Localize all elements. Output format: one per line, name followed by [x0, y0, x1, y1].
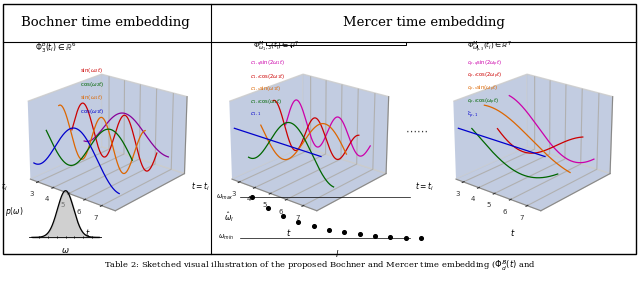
Point — [339, 230, 349, 235]
Text: $p(\omega)$: $p(\omega)$ — [5, 205, 24, 218]
Text: $\hat{c}_{p,1}$: $\hat{c}_{p,1}$ — [467, 109, 479, 120]
Text: $c_{1,t}\cos(\omega_1 t)$: $c_{1,t}\cos(\omega_1 t)$ — [250, 97, 282, 106]
Text: $\cos(\omega_1 t)$: $\cos(\omega_1 t)$ — [80, 107, 104, 116]
Point — [247, 195, 257, 200]
Text: Table 2: Sketched visual illustration of the proposed Bochner and Mercer time em: Table 2: Sketched visual illustration of… — [104, 259, 536, 273]
Text: $\omega_{min}$: $\omega_{min}$ — [218, 233, 234, 242]
Point — [324, 228, 334, 232]
Text: $\omega_{max}$: $\omega_{max}$ — [216, 193, 234, 202]
Point — [355, 232, 365, 236]
Text: $\sin(\omega_2 t)$: $\sin(\omega_2 t)$ — [80, 66, 103, 75]
Text: $\sin(\omega_1 t)$: $\sin(\omega_1 t)$ — [80, 93, 103, 102]
Text: $\omega$: $\omega$ — [61, 246, 70, 255]
Text: $c_{1,1}$: $c_{1,1}$ — [250, 110, 260, 118]
Point — [262, 205, 273, 210]
Point — [293, 220, 303, 224]
Text: $\Phi_{\omega_{p,3}}^M(t_i) \in \mathbb{R}^7$: $\Phi_{\omega_{p,3}}^M(t_i) \in \mathbb{… — [467, 40, 512, 55]
Text: $\hat{\omega}_l$: $\hat{\omega}_l$ — [224, 210, 234, 224]
Text: $t = t_i$: $t = t_i$ — [0, 180, 8, 193]
Text: $l$: $l$ — [335, 248, 339, 259]
Text: $\cdots\cdots$: $\cdots\cdots$ — [404, 126, 428, 135]
Text: $c_{p,q}\sin(2\omega_p t)$: $c_{p,q}\sin(2\omega_p t)$ — [467, 59, 502, 69]
Point — [416, 236, 426, 241]
Text: $\Phi_3^B(t_i) \in \mathbb{R}^6$: $\Phi_3^B(t_i) \in \mathbb{R}^6$ — [35, 40, 76, 55]
Text: $c_{1,q}\sin(2\omega_1 t)$: $c_{1,q}\sin(2\omega_1 t)$ — [250, 59, 285, 69]
Text: Bochner time embedding: Bochner time embedding — [21, 16, 190, 29]
Text: $c_{1,r}\cos(2\omega_1 t)$: $c_{1,r}\cos(2\omega_1 t)$ — [250, 72, 285, 81]
Text: $c_{p,t}\cos(\omega_p t)$: $c_{p,t}\cos(\omega_p t)$ — [467, 96, 499, 107]
Text: $t = t_i$: $t = t_i$ — [415, 180, 433, 193]
Text: $c_{1,s}\sin(\omega_1 t)$: $c_{1,s}\sin(\omega_1 t)$ — [250, 85, 281, 93]
Text: Mercer time embedding: Mercer time embedding — [343, 16, 504, 29]
Point — [401, 235, 411, 240]
Text: $\Phi_{\omega_1,3}^M(t_i) \in \mathbb{R}^7$: $\Phi_{\omega_1,3}^M(t_i) \in \mathbb{R}… — [253, 40, 299, 55]
Text: $t = t_i$: $t = t_i$ — [191, 180, 209, 193]
Point — [278, 214, 288, 218]
Text: $\cos(\omega_2 t)$: $\cos(\omega_2 t)$ — [80, 79, 104, 89]
Text: $t$: $t$ — [511, 227, 516, 238]
Text: $t$: $t$ — [85, 227, 90, 238]
Point — [370, 234, 380, 238]
Point — [385, 234, 396, 239]
Text: $c_{p,r}\cos(2\omega_p t)$: $c_{p,r}\cos(2\omega_p t)$ — [467, 71, 503, 82]
Text: $c_{p,s}\sin(\omega_p t)$: $c_{p,s}\sin(\omega_p t)$ — [467, 84, 499, 94]
Point — [308, 224, 319, 229]
Text: $t$: $t$ — [287, 227, 292, 238]
